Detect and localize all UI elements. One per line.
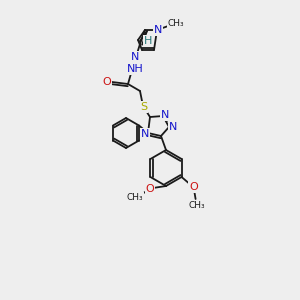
Text: N: N xyxy=(141,129,149,139)
Text: O: O xyxy=(146,184,154,194)
Text: S: S xyxy=(140,102,148,112)
Text: N: N xyxy=(131,52,139,62)
Text: N: N xyxy=(161,110,169,120)
Text: NH: NH xyxy=(127,64,143,74)
Text: N: N xyxy=(169,122,177,132)
Text: O: O xyxy=(189,182,198,192)
Text: N: N xyxy=(154,25,162,35)
Text: H: H xyxy=(144,36,152,46)
Text: O: O xyxy=(103,77,111,87)
Text: CH₃: CH₃ xyxy=(168,20,184,28)
Text: CH₃: CH₃ xyxy=(127,193,143,202)
Text: CH₃: CH₃ xyxy=(188,202,205,211)
